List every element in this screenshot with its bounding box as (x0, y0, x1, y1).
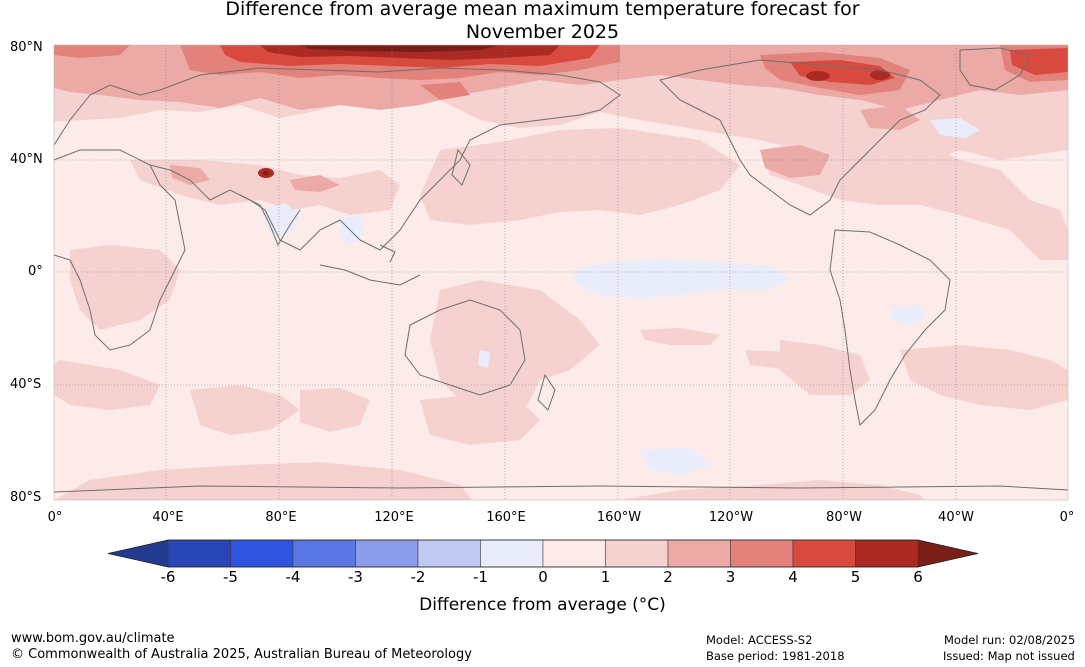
coastlines (53, 47, 1069, 493)
lon-label-120e: 120°E (374, 510, 414, 525)
colorbar-tick-label: -2 (410, 568, 426, 586)
gridlines (54, 45, 1068, 500)
footer-model: Model: ACCESS-S2 (706, 633, 813, 647)
footer-model-run: Model run: 02/08/2025 (944, 633, 1076, 647)
colorbar-extend-high (918, 540, 978, 567)
lon-label-0-right: 0° (1059, 510, 1075, 525)
footer-base-period: Base period: 1981-2018 (706, 649, 845, 663)
lat-label-40s: 40°S (10, 377, 42, 392)
colorbar-tick-label: 0 (538, 568, 548, 586)
colorbar-segment (792, 539, 856, 568)
colorbar-tick-label: -1 (473, 568, 488, 586)
colorbar (107, 539, 979, 568)
lon-label-120w: 120°W (708, 510, 754, 525)
colorbar-segment (167, 539, 231, 568)
lat-label-80s: 80°S (10, 490, 42, 505)
map-title-line1: Difference from average mean maximum tem… (225, 0, 860, 20)
footer-copyright: © Commonwealth of Australia 2025, Austra… (11, 647, 472, 662)
colorbar-tick-label: -4 (285, 568, 301, 586)
colorbar-segment (417, 539, 481, 568)
colorbar-segment (292, 539, 356, 568)
colorbar-tick-label: 6 (913, 568, 923, 586)
colorbar-tick-label: -6 (160, 568, 176, 586)
colorbar-outline (107, 539, 979, 568)
colorbar-segment (605, 539, 669, 568)
anomaly-above-6 (263, 45, 500, 175)
colorbar-segment (480, 539, 544, 568)
lon-label-160e: 160°E (486, 510, 526, 525)
lat-label-40n: 40°N (10, 152, 43, 167)
colorbar-segment (230, 539, 294, 568)
colorbar-label: Difference from average (°C) (419, 595, 666, 615)
lon-label-160w: 160°W (596, 510, 642, 525)
lon-label-80w: 80°W (826, 510, 862, 525)
colorbar-segment (667, 539, 731, 568)
colorbar-tick-label: 3 (725, 568, 736, 586)
colorbar-segment (730, 539, 794, 568)
lon-label-40w: 40°W (938, 510, 974, 525)
colorbar-tick-label: 5 (850, 568, 861, 586)
lon-label-80e: 80°E (265, 510, 297, 525)
colorbar-tick-label: 1 (600, 568, 611, 586)
colorbar-segment (355, 539, 419, 568)
lon-label-0-left: 0° (47, 510, 63, 525)
anomaly-minus-1-to-0 (264, 118, 980, 475)
colorbar-tick-label: 4 (788, 568, 798, 586)
colorbar-tick-label: -5 (223, 568, 238, 586)
lat-label-80n: 80°N (10, 40, 43, 55)
colorbar-extend-low (108, 540, 168, 567)
lat-label-equator: 0° (28, 264, 43, 279)
colorbar-segment (542, 539, 606, 568)
map-frame (53, 44, 1069, 501)
colorbar-segment (855, 539, 919, 568)
lon-label-40e: 40°E (152, 510, 184, 525)
footer-issued: Issued: Map not issued (943, 649, 1075, 663)
colorbar-tick-label: -3 (348, 568, 363, 586)
footer-url[interactable]: www.bom.gov.au/climate (11, 631, 175, 646)
map-title-line2: November 2025 (465, 21, 620, 43)
colorbar-tick-label: 2 (663, 568, 673, 586)
